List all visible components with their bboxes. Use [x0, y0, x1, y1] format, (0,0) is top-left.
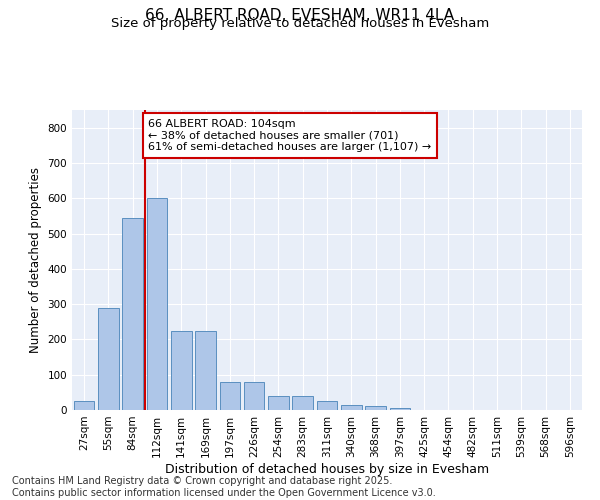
X-axis label: Distribution of detached houses by size in Evesham: Distribution of detached houses by size …	[165, 462, 489, 475]
Bar	[244, 382, 265, 410]
Text: Contains HM Land Registry data © Crown copyright and database right 2025.
Contai: Contains HM Land Registry data © Crown c…	[12, 476, 436, 498]
Bar	[365, 406, 386, 410]
Bar	[292, 396, 313, 410]
Bar	[268, 396, 289, 410]
Bar	[195, 330, 216, 410]
Bar	[341, 404, 362, 410]
Bar	[220, 382, 240, 410]
Y-axis label: Number of detached properties: Number of detached properties	[29, 167, 42, 353]
Bar	[317, 401, 337, 410]
Bar	[171, 330, 191, 410]
Text: 66 ALBERT ROAD: 104sqm
← 38% of detached houses are smaller (701)
61% of semi-de: 66 ALBERT ROAD: 104sqm ← 38% of detached…	[149, 119, 432, 152]
Text: Size of property relative to detached houses in Evesham: Size of property relative to detached ho…	[111, 18, 489, 30]
Text: 66, ALBERT ROAD, EVESHAM, WR11 4LA: 66, ALBERT ROAD, EVESHAM, WR11 4LA	[145, 8, 455, 22]
Bar	[122, 218, 143, 410]
Bar	[98, 308, 119, 410]
Bar	[389, 408, 410, 410]
Bar	[74, 401, 94, 410]
Bar	[146, 198, 167, 410]
